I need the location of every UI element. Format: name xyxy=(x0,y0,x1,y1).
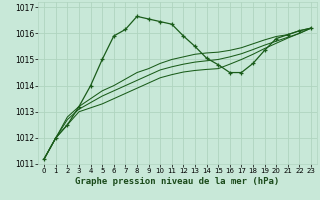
X-axis label: Graphe pression niveau de la mer (hPa): Graphe pression niveau de la mer (hPa) xyxy=(76,177,280,186)
